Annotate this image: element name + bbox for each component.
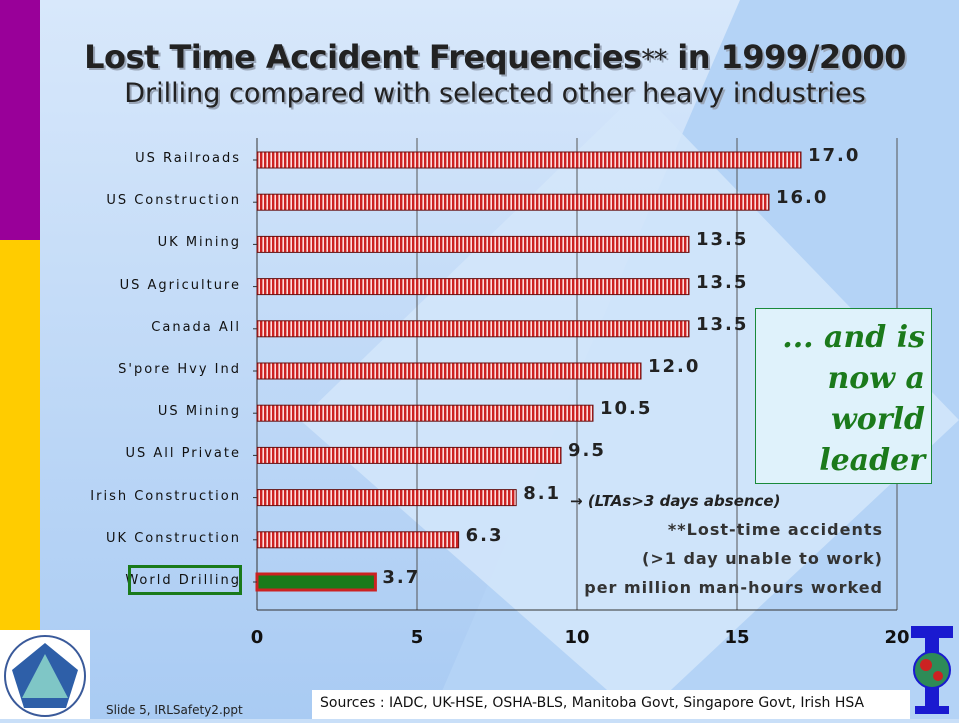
globe-t-logo — [905, 622, 959, 719]
value-label: 6.3 — [465, 524, 504, 546]
category-label: UK Construction — [106, 530, 241, 546]
sources-box: Sources : IADC, UK-HSE, OSHA-BLS, Manito… — [312, 690, 910, 719]
x-tick-label: 10 — [564, 627, 590, 648]
category-label: US Construction — [106, 193, 241, 209]
construction-federation-logo — [0, 630, 90, 719]
value-label: 10.5 — [600, 398, 653, 420]
title-stars: ** — [641, 45, 668, 75]
x-tick-label: 5 — [410, 627, 424, 648]
title-main: Lost Time Accident Frequencies — [84, 38, 642, 76]
category-label: S'pore Hvy Ind — [118, 362, 241, 377]
category-label: US Mining — [157, 404, 241, 420]
value-label: 17.0 — [808, 145, 861, 166]
slide-label: Slide 5, IRLSafety2.ppt — [106, 703, 243, 717]
value-label: 13.5 — [696, 229, 749, 251]
category-label: US Agriculture — [119, 277, 241, 293]
category-label: US All Private — [125, 446, 241, 462]
category-label: UK Mining — [157, 235, 241, 251]
value-label: 12.0 — [648, 356, 701, 377]
highlight-box-world-drilling — [128, 565, 242, 595]
chart-title: Lost Time Accident Frequencies** in 1999… — [40, 38, 950, 76]
category-label: Irish Construction — [90, 488, 241, 504]
value-label: 16.0 — [776, 187, 829, 209]
purple-stripe — [0, 0, 40, 240]
category-label: Canada All — [151, 319, 241, 335]
footnote-line-3: per million man-hours worked — [584, 578, 883, 597]
x-tick-label: 20 — [884, 627, 910, 648]
value-label: 9.5 — [568, 440, 606, 462]
value-label: 8.1 — [523, 482, 562, 504]
callout-line: world — [830, 402, 925, 437]
right-arrow-icon: → — [570, 492, 583, 510]
title-tail: in 1999/2000 — [666, 38, 906, 76]
footnote-line-1: **Lost-time accidents — [667, 520, 883, 539]
category-label: US Railroads — [135, 151, 241, 166]
leader-callout: ... and is now a world leader — [755, 308, 932, 484]
lta-note-text: (LTAs>3 days absence) — [587, 492, 781, 510]
footnote-line-2: (>1 day unable to work) — [642, 549, 883, 568]
lta-note: → (LTAs>3 days absence) — [570, 492, 780, 510]
callout-line: leader — [819, 443, 925, 478]
value-label: 13.5 — [696, 271, 749, 293]
category-label: World Drilling — [125, 573, 241, 588]
value-label: 13.5 — [696, 313, 749, 335]
callout-line: now a — [827, 361, 925, 396]
x-tick-label: 15 — [724, 627, 750, 648]
chart-subtitle: Drilling compared with selected other he… — [124, 78, 866, 109]
callout-line: ... and is — [782, 320, 925, 355]
x-tick-label: 0 — [250, 627, 264, 648]
value-label: 3.7 — [382, 567, 421, 588]
